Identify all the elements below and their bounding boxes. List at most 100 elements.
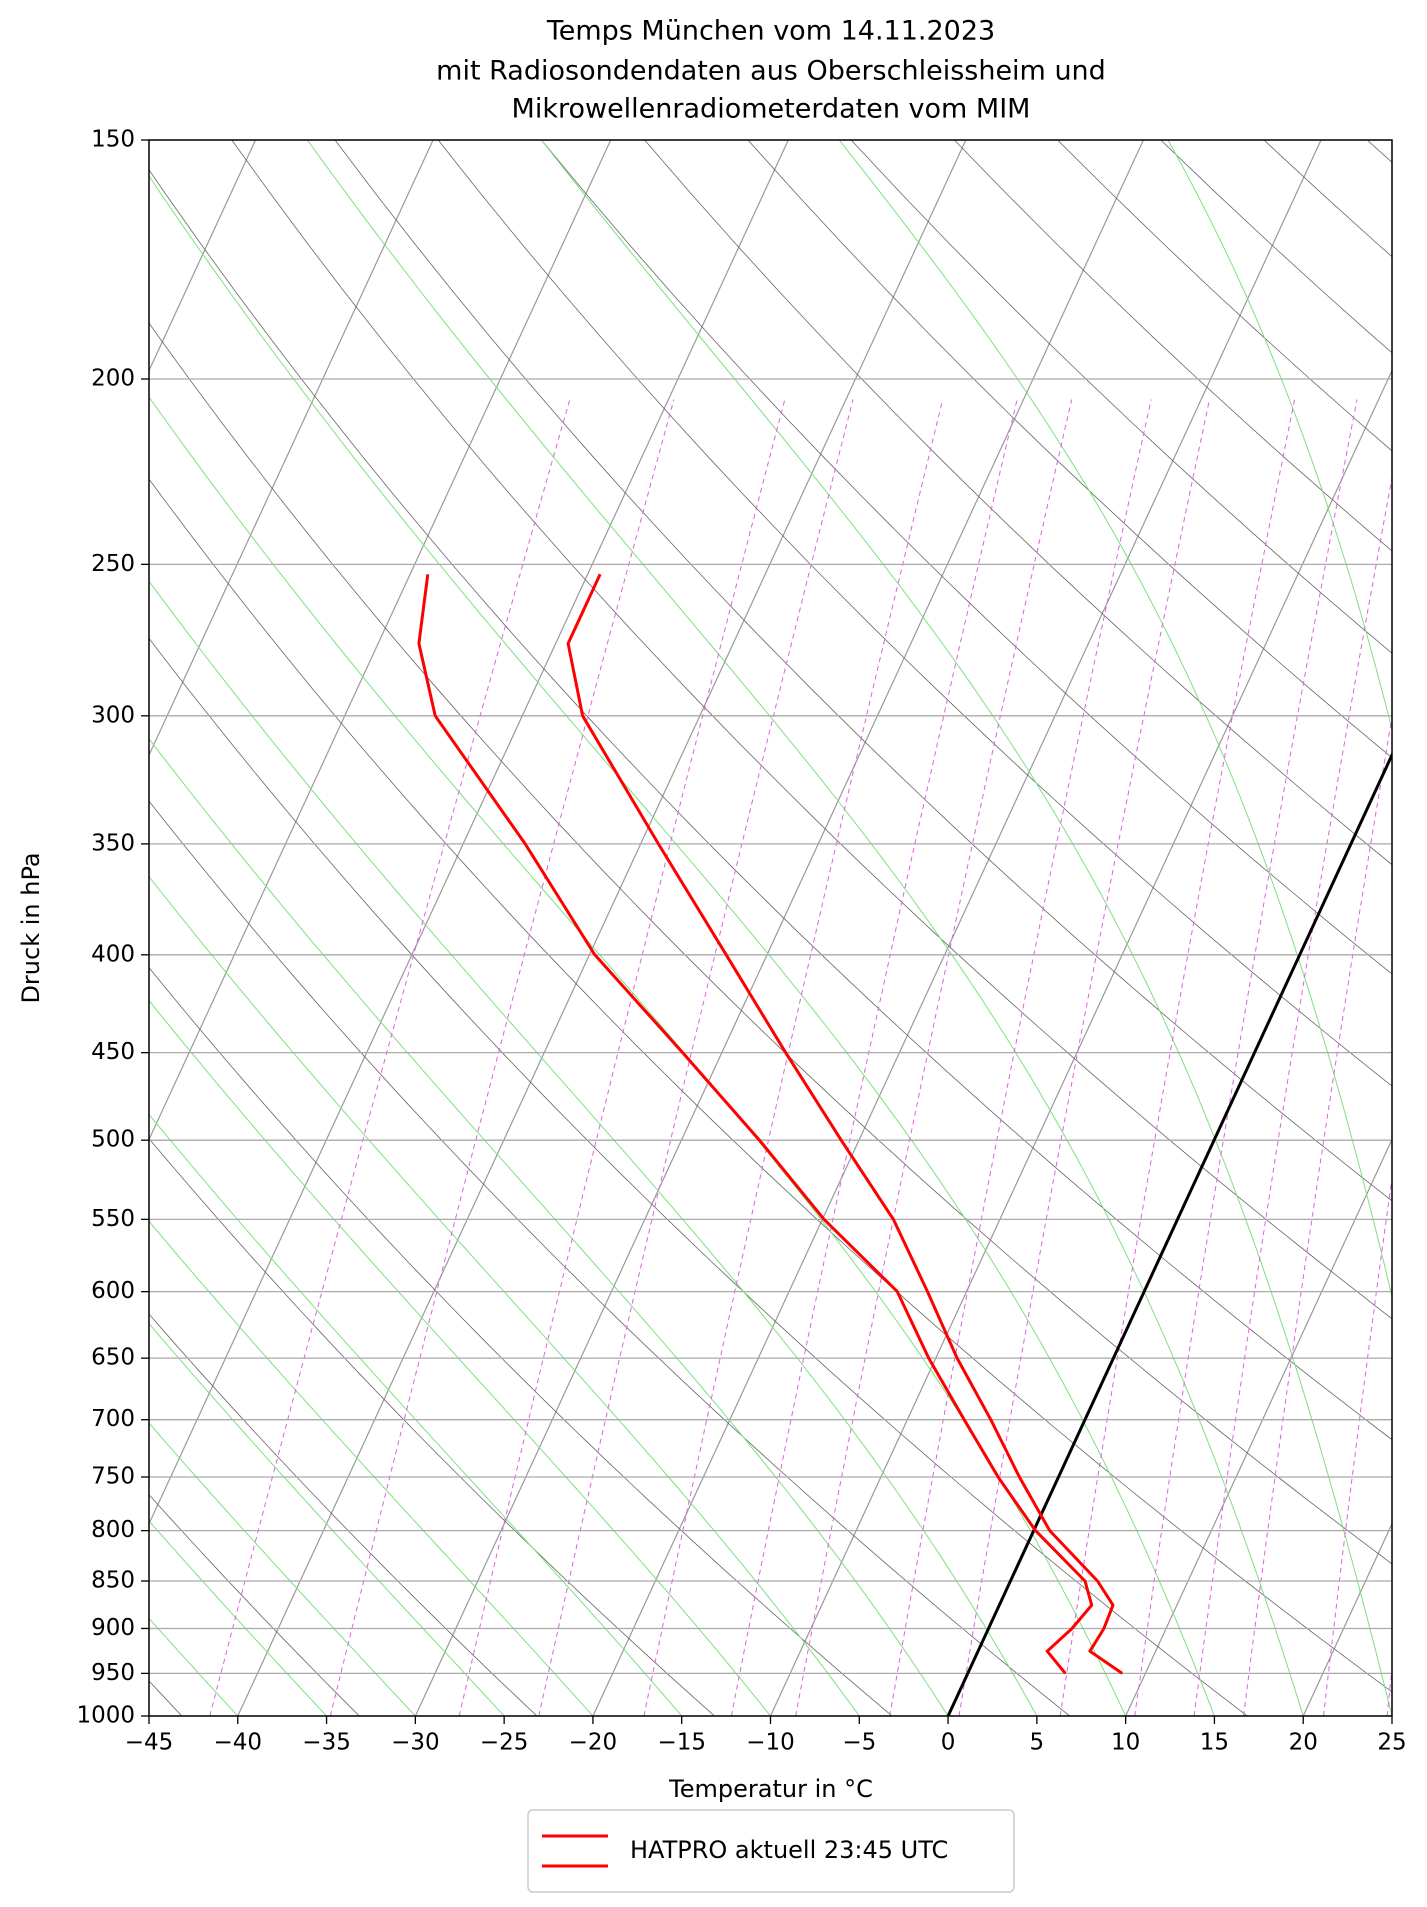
isotherm xyxy=(237,140,967,1716)
dry-adiabat xyxy=(850,140,1392,654)
isotherm xyxy=(592,140,1322,1716)
x-tick-label: −45 xyxy=(125,1730,174,1756)
moist-adiabat xyxy=(149,999,771,1716)
moist-adiabat xyxy=(149,396,1127,1716)
y-tick-label: 600 xyxy=(91,1278,135,1304)
dry-adiabat xyxy=(644,140,1392,866)
chart-title: Temps München vom 14.11.2023 xyxy=(546,16,995,47)
x-tick-label: −40 xyxy=(214,1730,263,1756)
chart-subtitle: mit Radiosondendaten aus Oberschleisshei… xyxy=(436,56,1106,87)
moist-adiabat xyxy=(838,140,1392,1299)
moist-adiabat xyxy=(149,1520,327,1716)
x-tick-label: −15 xyxy=(657,1730,706,1756)
mixing-ratio-line xyxy=(730,399,1018,1716)
dry-adiabat xyxy=(1301,0,1427,1716)
isotherm xyxy=(769,369,1392,1716)
isotherm xyxy=(947,753,1392,1716)
isotherm xyxy=(1302,1522,1392,1716)
isotherm xyxy=(149,140,434,757)
moist-adiabat xyxy=(149,737,949,1716)
mixing-ratio-line xyxy=(1059,399,1296,1716)
moist-adiabat xyxy=(149,875,860,1716)
moist-adiabat xyxy=(149,1220,594,1716)
y-tick-label: 950 xyxy=(91,1660,135,1686)
x-tick-label: −35 xyxy=(302,1730,351,1756)
dry-adiabat xyxy=(1366,140,1392,163)
x-tick-label: −5 xyxy=(842,1730,876,1756)
isotherm xyxy=(1125,1138,1392,1716)
x-tick-label: 0 xyxy=(941,1730,956,1756)
moist-adiabat xyxy=(149,580,1038,1716)
x-tick-label: 15 xyxy=(1200,1730,1229,1756)
y-tick-label: 700 xyxy=(91,1406,135,1432)
dry-adiabat xyxy=(747,140,1392,759)
mixing-ratio-line xyxy=(795,399,1073,1716)
x-axis-label: Temperatur in °C xyxy=(668,1775,873,1803)
x-tick-label: −30 xyxy=(391,1730,440,1756)
y-tick-label: 800 xyxy=(91,1517,135,1543)
dry-adiabat xyxy=(1056,140,1392,452)
mixing-ratio-line xyxy=(958,399,1210,1716)
moist-adiabat xyxy=(149,1113,683,1716)
mixing-ratio-line xyxy=(538,399,854,1716)
mixing-ratio-line xyxy=(1323,1174,1392,1716)
y-tick-label: 300 xyxy=(91,702,135,728)
mixing-ratio-line xyxy=(1243,713,1392,1716)
profile-line xyxy=(417,574,1094,1675)
x-tick-label: −10 xyxy=(746,1730,795,1756)
mixing-ratio-line xyxy=(1134,399,1358,1716)
x-tick-label: 5 xyxy=(1030,1730,1045,1756)
dry-adiabat xyxy=(149,637,1248,1716)
mixing-ratio-line xyxy=(329,399,675,1716)
y-tick-label: 550 xyxy=(91,1206,135,1232)
y-tick-label: 500 xyxy=(91,1127,135,1153)
x-tick-label: 10 xyxy=(1111,1730,1140,1756)
y-tick-label: 250 xyxy=(91,551,135,577)
dry-adiabat xyxy=(1209,0,1427,1716)
y-tick-label: 350 xyxy=(91,830,135,856)
mixing-ratio-line xyxy=(889,399,1152,1716)
moist-adiabat xyxy=(149,175,1215,1716)
y-tick-label: 650 xyxy=(91,1345,135,1371)
y-tick-label: 1000 xyxy=(76,1703,135,1729)
dry-adiabat xyxy=(1393,0,1427,1716)
mixing-ratio-line xyxy=(1193,474,1392,1716)
mixing-ratio-line xyxy=(209,399,571,1716)
y-tick-label: 450 xyxy=(91,1039,135,1065)
y-tick-label: 400 xyxy=(91,941,135,967)
isotherm xyxy=(414,140,1145,1716)
dry-adiabat xyxy=(540,140,1392,975)
y-tick-label: 900 xyxy=(91,1615,135,1641)
chart-subtitle: Mikrowellenradiometerdaten vom MIM xyxy=(512,94,1031,125)
y-axis-label: Druck in hPa xyxy=(17,852,45,1003)
y-tick-label: 150 xyxy=(91,127,135,153)
dry-adiabat xyxy=(1263,140,1392,258)
moist-adiabat xyxy=(1167,140,1392,732)
dry-adiabat xyxy=(149,169,1392,1441)
dry-adiabat xyxy=(437,140,1392,1087)
moist-adiabat xyxy=(149,1322,505,1716)
mixing-ratio-line xyxy=(1386,1664,1392,1716)
moist-adiabat xyxy=(1325,0,1427,1716)
x-tick-label: −25 xyxy=(480,1730,529,1756)
dry-adiabat xyxy=(231,140,1392,1320)
dry-adiabat xyxy=(149,967,893,1716)
plot-frame xyxy=(148,139,1393,1717)
plot-data xyxy=(417,573,1392,1716)
y-tick-label: 850 xyxy=(91,1567,135,1593)
isotherm xyxy=(149,140,612,1141)
mixing-ratio-line xyxy=(458,399,786,1716)
mixing-ratio-line xyxy=(643,399,944,1716)
x-tick-label: −20 xyxy=(569,1730,618,1756)
isotherm xyxy=(149,140,257,373)
moist-adiabat xyxy=(306,140,1304,1716)
legend-box xyxy=(527,1809,1015,1893)
legend-label: HATPRO aktuell 23:45 UTC xyxy=(630,1836,948,1864)
y-tick-label: 750 xyxy=(91,1464,135,1490)
zero-isotherm xyxy=(946,751,1392,1716)
x-tick-label: 20 xyxy=(1289,1730,1318,1756)
profile-line xyxy=(566,573,1124,1675)
background-lines xyxy=(149,0,1427,1716)
dry-adiabat xyxy=(149,322,1392,1565)
